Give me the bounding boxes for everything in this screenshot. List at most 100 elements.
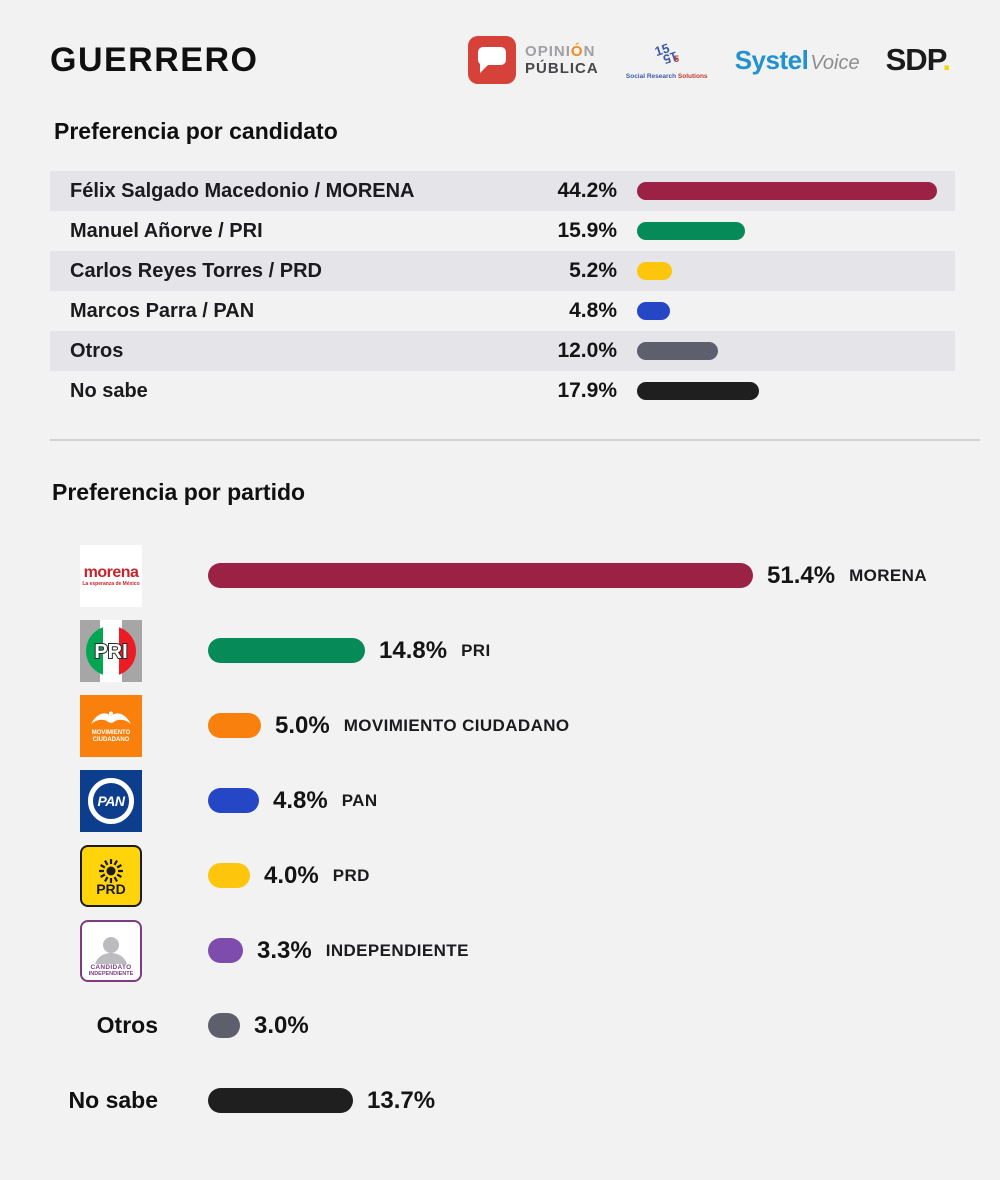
candidate-row: Marcos Parra / PAN 4.8% — [50, 291, 955, 331]
party-preference-chart: morena La esperanza de México 51.4% MORE… — [0, 538, 1000, 1138]
candidate-name: Carlos Reyes Torres / PRD — [70, 259, 322, 282]
candidate-preference-table: Félix Salgado Macedonio / MORENA 44.2% M… — [50, 171, 955, 411]
opinion-publica-logo: OPINIÓN PÚBLICA — [468, 36, 599, 84]
movimiento-ciudadano-logo: MOVIMIENTO CIUDADANO — [80, 694, 142, 757]
svg-text:PRI: PRI — [94, 641, 127, 663]
svg-text:5: 5 — [674, 54, 679, 64]
morena-wordmark: morena — [83, 563, 139, 581]
prd-label: PRD — [332, 865, 370, 885]
candidato-independiente-logo: CANDIDATO INDEPENDIENTE — [80, 919, 142, 982]
sponsor-logos: OPINIÓN PÚBLICA 15 15 5 Social Research … — [468, 36, 951, 84]
independiente-label: INDEPENDIENTE — [325, 940, 469, 960]
candidate-row: Carlos Reyes Torres / PRD 5.2% — [50, 251, 955, 291]
speech-bubble-icon — [468, 36, 517, 84]
party-row: Otros 3.0% — [0, 988, 1000, 1063]
prd-bar — [208, 863, 250, 888]
candidate-name: Manuel Añorve / PRI — [70, 219, 263, 242]
candidate-pct: 15.9% — [557, 219, 617, 242]
morena-label: MORENA — [849, 565, 928, 585]
candidate-pct: 12.0% — [557, 339, 617, 362]
candidate-pct: 44.2% — [557, 179, 617, 202]
systel-voice-logo: Systel Voice — [735, 45, 860, 76]
candidate-name: Félix Salgado Macedonio / MORENA — [70, 179, 415, 202]
pri-logo: PRI — [80, 619, 142, 682]
party-row: PRI 14.8% PRI — [0, 613, 1000, 688]
morena-pct: 51.4% — [767, 561, 836, 589]
eagle-icon — [91, 711, 131, 724]
no-sabe-bar — [208, 1088, 353, 1113]
candidate-pct: 17.9% — [557, 379, 617, 402]
morena-logo: morena La esperanza de México — [80, 544, 142, 607]
pan-label: PAN — [341, 790, 378, 810]
otros-label: Otros — [96, 1012, 158, 1038]
candidate-bar — [637, 222, 745, 240]
candidate-row: No sabe 17.9% — [50, 371, 955, 411]
candidate-row: Otros 12.0% — [50, 331, 955, 371]
sdp-brand: SDP — [885, 42, 944, 77]
movimiento-ciudadano-label: MOVIMIENTO CIUDADANO — [343, 715, 570, 735]
svg-text:15: 15 — [661, 48, 679, 67]
candidate-row: Félix Salgado Macedonio / MORENA 44.2% — [50, 171, 955, 211]
morena-bar — [208, 563, 753, 588]
parties-section-heading: Preferencia por partido — [52, 479, 306, 505]
independiente-bar — [208, 938, 243, 963]
srs-caption-accent: Solutions — [676, 73, 708, 80]
candidate-bar — [637, 342, 718, 360]
candidate-bar — [637, 262, 672, 280]
systel-brand: Systel — [734, 44, 809, 75]
prd-logo: PRD — [80, 844, 142, 907]
independiente-pct: 3.3% — [257, 936, 312, 964]
pan-logo: PAN — [80, 769, 142, 832]
srs-mark-icon: 15 15 5 — [653, 40, 680, 67]
candidate-pct: 5.2% — [569, 259, 617, 282]
candidate-row: Manuel Añorve / PRI 15.9% — [50, 211, 955, 251]
srs-caption-main: Social Research — [625, 73, 677, 80]
candidate-bar — [637, 302, 670, 320]
pri-pct: 14.8% — [379, 636, 448, 664]
no-sabe-label: No sabe — [68, 1087, 158, 1113]
movimiento-ciudadano-pct: 5.0% — [275, 711, 330, 739]
systel-voice-suffix: Voice — [810, 51, 860, 74]
pri-label: PRI — [461, 640, 491, 660]
opinion-publica-line2: PÚBLICA — [525, 60, 599, 77]
pan-ring-icon: PAN — [88, 777, 134, 824]
pan-wordmark: PAN — [97, 792, 125, 809]
pri-emblem-icon: PRI — [86, 625, 136, 676]
candidate-name: No sabe — [70, 379, 148, 402]
candidates-section-heading: Preferencia por candidato — [54, 118, 338, 144]
otros-bar — [208, 1013, 240, 1038]
party-row: CANDIDATO INDEPENDIENTE 3.3% INDEPENDIEN… — [0, 913, 1000, 988]
prd-wordmark: PRD — [96, 880, 126, 897]
candidate-bar — [637, 382, 759, 400]
otros-pct: 3.0% — [254, 1011, 309, 1039]
candidate-name: Marcos Parra / PAN — [70, 299, 255, 322]
party-row: PAN 4.8% PAN — [0, 763, 1000, 838]
party-row: No sabe 13.7% — [0, 1063, 1000, 1138]
independiente-line1: CANDIDATO — [90, 963, 132, 971]
morena-tagline: La esperanza de México — [82, 580, 140, 587]
prd-pct: 4.0% — [264, 861, 319, 889]
sun-icon — [99, 858, 123, 883]
movimiento-ciudadano-bar — [208, 713, 261, 738]
social-research-solutions-logo: 15 15 5 Social Research Solutions — [625, 40, 709, 80]
candidate-name: Otros — [70, 339, 124, 362]
party-row: PRD 4.0% PRD — [0, 838, 1000, 913]
party-row: MOVIMIENTO CIUDADANO 5.0% MOVIMIENTO CIU… — [0, 688, 1000, 763]
party-row: morena La esperanza de México 51.4% MORE… — [0, 538, 1000, 613]
page-title: GUERRERO — [50, 40, 259, 79]
candidate-pct: 4.8% — [569, 299, 617, 322]
sdp-dot: . — [942, 42, 951, 77]
independiente-line2: INDEPENDIENTE — [88, 970, 134, 977]
sdp-logo: SDP. — [885, 42, 951, 78]
opinion-publica-line1: OPINIÓN — [525, 43, 596, 60]
movimiento-ciudadano-wordmark: MOVIMIENTO CIUDADANO — [91, 729, 131, 743]
section-divider — [50, 439, 980, 441]
candidate-bar — [637, 182, 937, 200]
pan-bar — [208, 788, 259, 813]
pri-bar — [208, 638, 365, 663]
person-silhouette-icon — [95, 936, 127, 964]
header: GUERRERO OPINIÓN PÚBLICA 15 15 5 Social … — [0, 0, 1000, 84]
pan-pct: 4.8% — [273, 786, 328, 814]
svg-text:15: 15 — [653, 40, 671, 59]
no-sabe-pct: 13.7% — [367, 1086, 436, 1114]
